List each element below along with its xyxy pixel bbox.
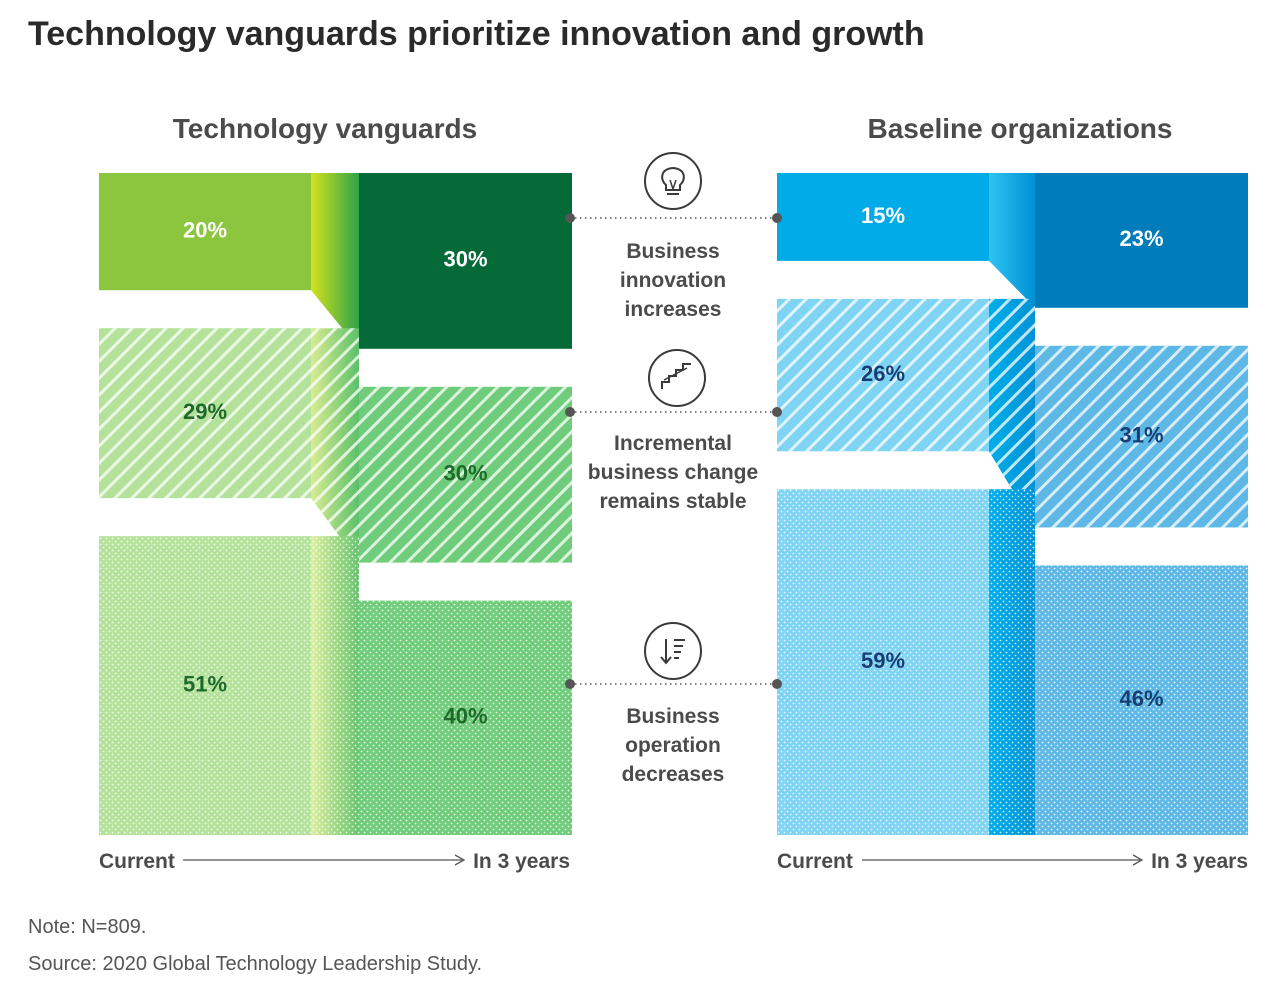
value-label-current: 29%	[183, 399, 227, 424]
x-axis-vanguards: Current In 3 years	[99, 850, 570, 873]
value-label-current: 15%	[861, 203, 905, 228]
value-label-future: 23%	[1119, 226, 1163, 251]
flow-band-vanguards-innovation	[311, 173, 359, 349]
flow-band-baseline-operation	[989, 489, 1035, 835]
x-axis-start-label: Current	[99, 850, 175, 873]
value-label-future: 30%	[443, 461, 487, 486]
x-axis-end-label: In 3 years	[1151, 850, 1248, 873]
category-label-line: Business	[626, 705, 719, 728]
flow-band-vanguards-incremental	[311, 328, 359, 563]
group-title-baseline: Baseline organizations	[868, 113, 1173, 144]
x-axis-arrow-head	[454, 854, 466, 866]
bar-future-baseline-innovation	[1035, 173, 1248, 308]
value-label-current: 26%	[861, 361, 905, 386]
connector-dot-right	[772, 407, 782, 417]
x-axis-end-label: In 3 years	[473, 850, 570, 873]
value-label-current: 51%	[183, 671, 227, 696]
value-label-current: 59%	[861, 648, 905, 673]
note-text: Note: N=809.	[28, 916, 146, 938]
flow-band-vanguards-operation	[311, 536, 359, 835]
connector-dot-left	[565, 679, 575, 689]
category-label-line: remains stable	[599, 490, 746, 513]
category-label-operation: Business operation decreases	[622, 705, 725, 786]
category-label-line: Business	[626, 240, 719, 263]
bar-current-baseline-innovation	[777, 173, 989, 261]
x-axis-baseline: Current In 3 years	[777, 850, 1248, 873]
x-axis-arrow-head	[1132, 854, 1144, 866]
category-label-innovation: Business innovation increases	[620, 240, 726, 321]
category-label-line: innovation	[620, 269, 726, 292]
category-label-line: business change	[588, 461, 758, 484]
bar-current-vanguards-innovation	[99, 173, 311, 291]
category-label-line: operation	[625, 734, 721, 757]
flow-band-baseline-innovation	[989, 173, 1035, 308]
category-label-line: Incremental	[614, 432, 732, 455]
connector-dot-left	[565, 213, 575, 223]
category-label-line: decreases	[622, 763, 725, 786]
category-label-incremental: Incremental business change remains stab…	[588, 432, 758, 513]
chart-title: Technology vanguards prioritize innovati…	[28, 15, 925, 53]
value-label-current: 20%	[183, 217, 227, 242]
value-label-future: 30%	[443, 247, 487, 272]
category-icon-sort-descending	[644, 622, 702, 680]
connector-dot-right	[772, 213, 782, 223]
value-label-future: 46%	[1119, 686, 1163, 711]
source-text: Source: 2020 Global Technology Leadershi…	[28, 953, 482, 975]
group-title-vanguards: Technology vanguards	[173, 113, 477, 144]
stairs-icon	[648, 349, 706, 407]
sort-descending-icon	[644, 622, 702, 680]
category-icon-lightbulb	[644, 152, 702, 210]
connector-dot-left	[565, 407, 575, 417]
lightbulb-icon	[644, 152, 702, 210]
bar-future-vanguards-innovation	[359, 173, 572, 349]
connector-dot-right	[772, 679, 782, 689]
category-icon-stairs	[648, 349, 706, 407]
value-label-future: 31%	[1119, 422, 1163, 447]
x-axis-start-label: Current	[777, 850, 853, 873]
category-label-line: increases	[625, 298, 722, 321]
value-label-future: 40%	[443, 704, 487, 729]
